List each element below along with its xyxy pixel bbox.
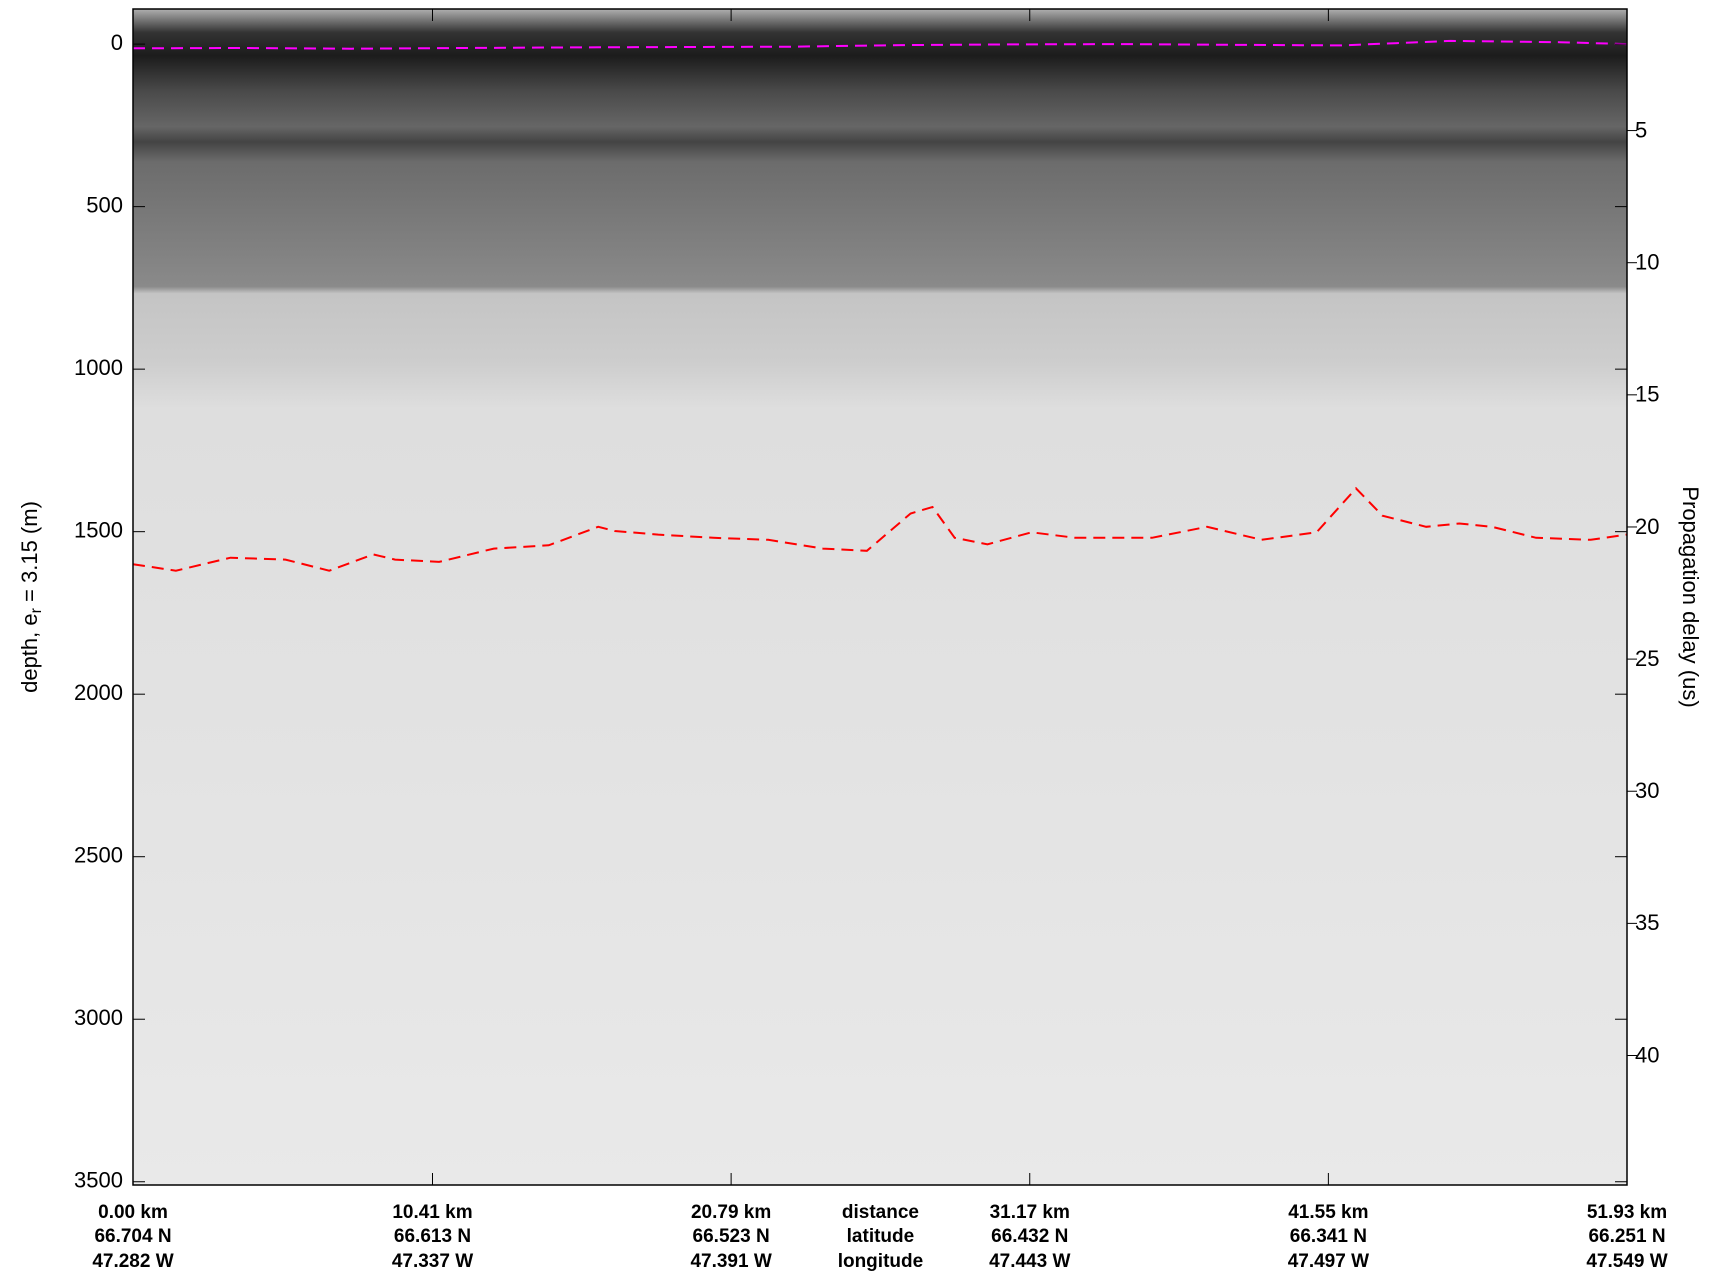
y-tick-label: 1500 <box>74 517 123 542</box>
x-tick-label: 10.41 km <box>392 1202 472 1223</box>
y-tick-label: 1000 <box>74 355 123 380</box>
y2-tick-label: 30 <box>1635 778 1659 803</box>
y2-tick-label: 10 <box>1635 250 1659 275</box>
x-tick-label: 41.55 km <box>1288 1202 1368 1223</box>
longitude-label: 47.497 W <box>1288 1251 1369 1272</box>
longitude-label: 47.391 W <box>690 1251 771 1272</box>
y2-tick-label: 35 <box>1635 910 1659 935</box>
x-tick-label: 51.93 km <box>1587 1202 1667 1223</box>
x-row-name: distance <box>842 1202 919 1223</box>
longitude-label: 47.549 W <box>1586 1251 1667 1272</box>
longitude-label: 47.337 W <box>392 1251 473 1272</box>
y-tick-label: 3000 <box>74 1005 123 1030</box>
plot-area <box>132 39 1628 572</box>
latitude-label: 66.341 N <box>1290 1226 1367 1247</box>
y-label-part: = 3.15 (m) <box>17 501 42 608</box>
latitude-label: 66.704 N <box>94 1226 171 1247</box>
y2-tick-label: 40 <box>1635 1042 1659 1067</box>
y2-tick-label: 15 <box>1635 382 1659 407</box>
x-row-name: longitude <box>838 1251 923 1272</box>
series-line <box>132 486 1628 572</box>
latitude-label: 66.432 N <box>991 1226 1068 1247</box>
y-tick-label: 2500 <box>74 843 123 868</box>
x-tick-label: 0.00 km <box>98 1202 168 1223</box>
y-axis-label: depth, er = 3.15 (m) <box>17 501 45 693</box>
series-line <box>132 39 1628 50</box>
longitude-label: 47.282 W <box>92 1251 173 1272</box>
y2-axis-label: Propagation delay (us) <box>1678 486 1703 707</box>
y-tick-label: 500 <box>86 192 123 217</box>
latitude-label: 66.613 N <box>394 1226 471 1247</box>
y-tick-label: 0 <box>111 30 123 55</box>
axes-frame <box>132 8 1628 1186</box>
y-tick-label: 2000 <box>74 680 123 705</box>
latitude-label: 66.523 N <box>693 1226 770 1247</box>
y2-tick-label: 25 <box>1635 646 1659 671</box>
y2-tick-label: 20 <box>1635 514 1659 539</box>
y-label-part: depth, e <box>17 613 42 693</box>
latitude-label: 66.251 N <box>1588 1226 1665 1247</box>
y-tick-label: 3500 <box>74 1168 123 1193</box>
echogram <box>133 9 1627 1185</box>
longitude-label: 47.443 W <box>989 1251 1070 1272</box>
x-tick-label: 31.17 km <box>990 1202 1070 1223</box>
y-label-sub: r <box>28 607 45 613</box>
x-tick-label: 20.79 km <box>691 1202 771 1223</box>
x-row-name: latitude <box>847 1226 915 1247</box>
y2-tick-label: 5 <box>1635 117 1647 142</box>
